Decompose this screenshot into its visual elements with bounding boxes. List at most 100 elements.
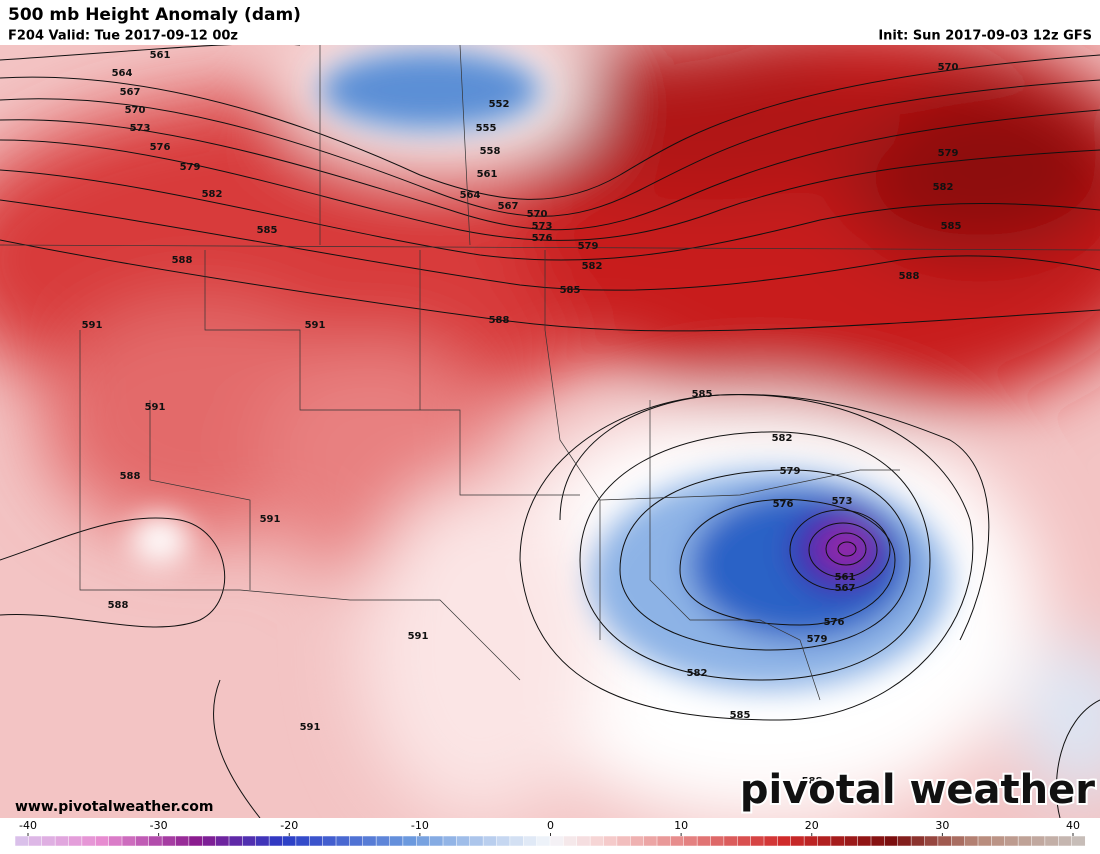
contour-label: 585 [941, 221, 962, 232]
colorbar-swatch [402, 835, 417, 847]
colorbar-swatch [884, 835, 899, 847]
colorbar-tick-label: -40 [19, 819, 37, 832]
contour-label: 579 [578, 241, 599, 252]
contour-label: 576 [824, 617, 845, 628]
contour-label: 582 [687, 668, 708, 679]
colorbar-swatch [1031, 835, 1046, 847]
contour-label: 582 [202, 189, 223, 200]
colorbar-swatch [964, 835, 979, 847]
contour-label: 585 [730, 710, 751, 721]
colorbar-swatch [1058, 835, 1073, 847]
colorbar-swatch [456, 835, 471, 847]
colorbar-swatch [656, 835, 671, 847]
colorbar-swatch [897, 835, 912, 847]
contour-label: 561 [477, 169, 498, 180]
colorbar-swatch [817, 835, 832, 847]
contour-label: 591 [82, 320, 103, 331]
colorbar-tick-label: -20 [280, 819, 298, 832]
contour-label: 564 [112, 68, 133, 79]
colorbar-swatch [630, 835, 645, 847]
colorbar-swatch [228, 835, 243, 847]
colorbar-swatch [670, 835, 685, 847]
contour-label: 588 [172, 255, 193, 266]
colorbar-swatch [1004, 835, 1019, 847]
colorbar-swatch [349, 835, 364, 847]
contour-label: 576 [532, 233, 553, 244]
colorbar-tick-label: 0 [547, 819, 554, 832]
colorbar-swatch [1017, 835, 1033, 847]
colorbar-swatch [135, 835, 150, 847]
contour-label: 582 [772, 433, 793, 444]
contour-label: 558 [480, 146, 501, 157]
contour-label: 591 [300, 722, 321, 733]
colorbar-swatch [215, 835, 230, 847]
colorbar-swatch [14, 835, 29, 847]
colorbar-swatch [389, 835, 404, 847]
colorbar-swatch [429, 835, 444, 847]
colorbar-swatch [603, 835, 618, 847]
colorbar-swatch [1071, 835, 1086, 847]
watermark: pivotal weather [740, 767, 1095, 813]
colorbar-swatch [924, 835, 939, 847]
contour-label: 567 [120, 87, 141, 98]
colorbar-swatch [589, 835, 605, 847]
colorbar-tick-label: -10 [411, 819, 429, 832]
contour-label: 552 [489, 99, 510, 110]
colorbar-swatch [1044, 835, 1059, 847]
contour-label: 573 [832, 496, 853, 507]
colorbar-swatch [857, 835, 872, 847]
colorbar-swatch [242, 835, 257, 847]
init-time: Init: Sun 2017-09-03 12z GFS [878, 29, 1092, 44]
contour-label: 570 [527, 209, 548, 220]
colorbar-swatch [41, 835, 56, 847]
contour-label: 582 [933, 182, 954, 193]
contour-label: 585 [257, 225, 278, 236]
colorbar-swatch [161, 835, 177, 847]
colorbar-swatch [723, 835, 738, 847]
contour-label: 582 [582, 261, 603, 272]
colorbar-swatch [563, 835, 578, 847]
colorbar-swatch [549, 835, 564, 847]
contour-label: 564 [460, 190, 481, 201]
colorbar-tick-label: 40 [1066, 819, 1080, 832]
colorbar-swatch [54, 835, 70, 847]
contour-label: 573 [130, 123, 151, 134]
height-contours [0, 45, 1100, 818]
colorbar-swatch [844, 835, 859, 847]
colorbar-swatch [188, 835, 203, 847]
colorbar-swatch [777, 835, 792, 847]
colorbar-swatch [576, 835, 591, 847]
colorbar-swatch [108, 835, 123, 847]
contour-label: 588 [802, 776, 823, 787]
colorbar-swatch [175, 835, 190, 847]
colorbar-swatch [910, 835, 926, 847]
colorbar-swatch [991, 835, 1006, 847]
colorbar-swatch [951, 835, 966, 847]
contour-label: 561 [835, 572, 856, 583]
colorbar-swatch [148, 835, 163, 847]
map-field [0, 45, 1100, 818]
colorbar-tick-label: 20 [805, 819, 819, 832]
colorbar-swatch [803, 835, 819, 847]
colorbar-swatch [309, 835, 324, 847]
colorbar-swatch [643, 835, 658, 847]
colorbar-swatch [295, 835, 310, 847]
colorbar-swatch [523, 835, 538, 847]
contour-label: 588 [120, 471, 141, 482]
colorbar: -40 -30 -20 -10 0 10 20 30 40 [14, 819, 1086, 847]
colorbar-tick-label: 30 [935, 819, 949, 832]
contour-label: 567 [498, 201, 519, 212]
colorbar-swatch [482, 835, 498, 847]
colorbar-swatch [509, 835, 524, 847]
colorbar-swatch [95, 835, 110, 847]
colorbar-swatch [469, 835, 484, 847]
colorbar-swatch [202, 835, 217, 847]
colorbar-swatch [28, 835, 43, 847]
colorbar-swatch [496, 835, 511, 847]
contour-label: 561 [150, 50, 171, 61]
colorbar-swatch [81, 835, 96, 847]
contour-label: 567 [835, 583, 856, 594]
colorbar-swatch [830, 835, 845, 847]
